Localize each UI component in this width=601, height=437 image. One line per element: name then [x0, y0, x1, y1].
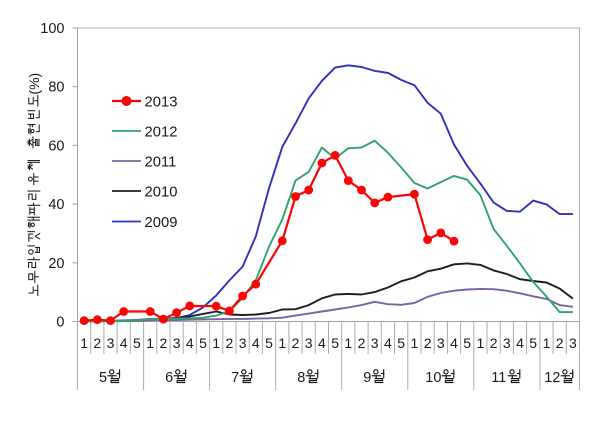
svg-text:1: 1 [80, 335, 88, 351]
svg-text:2012: 2012 [145, 125, 178, 141]
svg-text:4: 4 [318, 335, 326, 351]
svg-text:5: 5 [397, 335, 405, 351]
svg-text:3: 3 [371, 335, 379, 351]
svg-text:3: 3 [239, 335, 247, 351]
svg-text:1: 1 [411, 335, 419, 351]
svg-text:4: 4 [120, 335, 128, 351]
svg-text:100: 100 [40, 21, 64, 37]
svg-text:8: 8 [297, 370, 305, 386]
svg-text:60: 60 [48, 138, 64, 154]
svg-text:5: 5 [133, 335, 141, 351]
svg-text:(%): (%) [26, 73, 42, 95]
svg-text:2013: 2013 [145, 95, 178, 111]
svg-text:5: 5 [265, 335, 273, 351]
svg-text:5: 5 [199, 335, 207, 351]
svg-text:3: 3 [503, 335, 511, 351]
svg-text:1: 1 [344, 335, 352, 351]
svg-text:5: 5 [331, 335, 339, 351]
svg-text:10: 10 [425, 370, 441, 386]
svg-text:5: 5 [529, 335, 537, 351]
svg-text:1: 1 [543, 335, 551, 351]
svg-text:4: 4 [384, 335, 392, 351]
svg-text:40: 40 [48, 197, 64, 213]
svg-text:2: 2 [490, 335, 498, 351]
svg-text:2: 2 [556, 335, 564, 351]
svg-text:6: 6 [165, 370, 173, 386]
svg-text:1: 1 [477, 335, 485, 351]
svg-text:5: 5 [463, 335, 471, 351]
svg-text:2: 2 [160, 335, 168, 351]
svg-text:12: 12 [544, 370, 560, 386]
svg-text:11: 11 [491, 370, 506, 386]
svg-text:4: 4 [252, 335, 260, 351]
svg-text:0: 0 [56, 315, 64, 331]
svg-text:2: 2 [424, 335, 432, 351]
svg-text:3: 3 [305, 335, 313, 351]
svg-text:4: 4 [450, 335, 458, 351]
svg-text:80: 80 [48, 80, 64, 96]
svg-text:1: 1 [212, 335, 220, 351]
svg-text:1: 1 [146, 335, 154, 351]
svg-text:1: 1 [278, 335, 286, 351]
svg-text:3: 3 [569, 335, 577, 351]
svg-text:2011: 2011 [145, 155, 177, 171]
svg-text:2: 2 [358, 335, 366, 351]
svg-text:2: 2 [93, 335, 101, 351]
svg-text:20: 20 [48, 256, 64, 272]
svg-text:4: 4 [186, 335, 194, 351]
svg-text:7: 7 [231, 370, 239, 386]
svg-text:2010: 2010 [145, 185, 178, 201]
svg-text:3: 3 [107, 335, 115, 351]
svg-text:2: 2 [292, 335, 300, 351]
svg-text:3: 3 [437, 335, 445, 351]
svg-text:5: 5 [99, 370, 107, 386]
svg-text:2: 2 [226, 335, 234, 351]
svg-text:9: 9 [363, 370, 371, 386]
svg-text:2009: 2009 [145, 215, 178, 231]
svg-text:3: 3 [173, 335, 181, 351]
svg-text:4: 4 [516, 335, 524, 351]
